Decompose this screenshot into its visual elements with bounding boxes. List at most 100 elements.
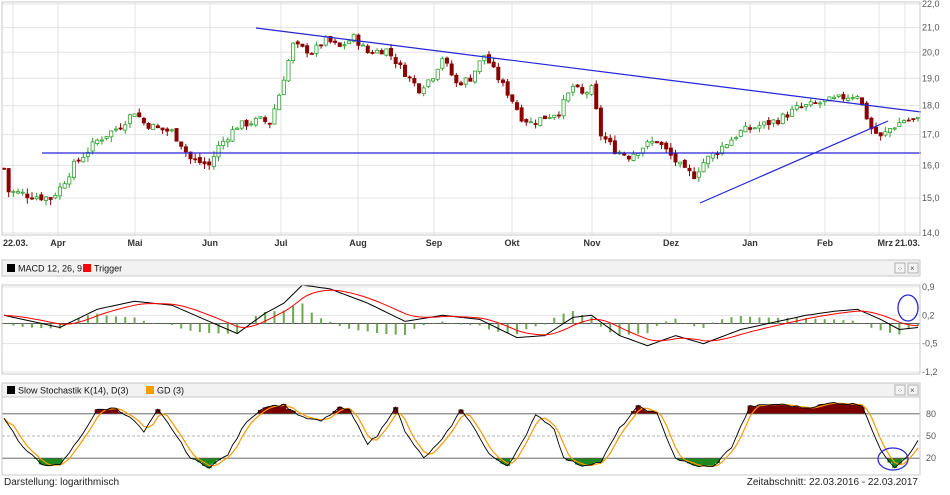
candle-body (105, 137, 108, 139)
macd-histogram-bar (22, 323, 24, 326)
y-tick-label: 15,0 (922, 193, 940, 203)
candle-body (483, 55, 486, 61)
candle-body (91, 142, 94, 151)
candle-body (804, 105, 807, 107)
candle-body (306, 46, 309, 53)
candle-body (431, 79, 434, 81)
x-tick-label: Mai (127, 238, 142, 248)
candle-body (693, 172, 696, 179)
candle-body (152, 124, 155, 129)
candle-body (455, 75, 458, 83)
candle-body (725, 145, 728, 148)
macd-histogram-bar (124, 317, 126, 323)
macd-histogram-bar (441, 322, 443, 324)
candle-body (380, 50, 383, 53)
macd-histogram-bar (301, 303, 303, 323)
candle-body (21, 192, 24, 193)
candle-body (49, 198, 52, 200)
macd-legend-swatch (7, 264, 15, 272)
macd-histogram-bar (348, 323, 350, 328)
candle-body (68, 177, 71, 184)
candle-body (231, 130, 234, 142)
candle-body (427, 80, 430, 87)
candle-body (264, 118, 267, 122)
price-y-axis: 22,021,020,019,018,017,016,015,014,0 (922, 0, 940, 238)
overbought-fill (776, 404, 781, 413)
overbought-fill (846, 405, 851, 414)
overbought-fill (771, 404, 776, 413)
macd-histogram-bar (758, 317, 760, 323)
candle-body (114, 129, 117, 130)
macd-histogram-bar (479, 323, 481, 325)
macd-histogram-bar (115, 316, 117, 323)
macd-histogram-bar (385, 323, 387, 334)
candle-body (385, 49, 388, 55)
macd-histogram-bar (190, 323, 192, 330)
candle-body (581, 88, 584, 94)
candle-body (907, 120, 910, 121)
macd-histogram-bar (647, 323, 649, 333)
candle-body (347, 41, 350, 44)
overbought-fill (841, 404, 846, 414)
macd-histogram-bar (432, 323, 434, 324)
candle-body (333, 41, 336, 42)
macd-histogram-bar (152, 323, 154, 324)
candle-body (436, 69, 439, 79)
y-tick-label: 18,0 (922, 101, 940, 111)
overbought-fill (855, 405, 860, 414)
close-icon: × (910, 264, 915, 273)
macd-histogram-bar (469, 323, 471, 325)
macd-histogram-bar (311, 313, 313, 324)
macd-histogram-bar (143, 321, 145, 324)
macd-histogram-bar (236, 323, 238, 333)
candle-body (324, 37, 327, 46)
candle-body (697, 172, 700, 177)
candle-body (58, 187, 61, 196)
macd-histogram-bar (245, 323, 247, 324)
y-tick-label: 22,0 (922, 0, 940, 9)
candle-body (399, 63, 402, 65)
macd-histogram-bar (227, 323, 229, 333)
candle-body (758, 126, 761, 128)
overbought-fill (780, 404, 785, 414)
candle-body (375, 50, 378, 53)
candle-body (245, 120, 248, 126)
y-tick-label: 21,0 (922, 23, 940, 33)
candle-body (417, 84, 420, 93)
candle-body (912, 119, 915, 120)
candle-body (226, 140, 229, 142)
candle-body (184, 147, 187, 152)
stoch-header-bar (2, 383, 920, 397)
candle-body (837, 95, 840, 96)
candle-body (72, 161, 75, 177)
x-tick-label: Aug (349, 238, 367, 248)
candle-body (604, 137, 607, 139)
candle-body (744, 126, 747, 132)
macd-histogram-bar (600, 323, 602, 326)
y-tick-label: -0,5 (922, 339, 938, 349)
candle-body (548, 117, 551, 118)
macd-histogram-bar (553, 318, 555, 324)
macd-histogram-bar (656, 323, 658, 325)
candle-body (450, 64, 453, 75)
macd-histogram-bar (460, 323, 462, 324)
candle-body (12, 191, 15, 192)
gd-legend-swatch (146, 386, 154, 394)
macd-histogram-bar (712, 322, 714, 323)
candle-body (124, 125, 127, 130)
candle-body (77, 160, 80, 161)
candle-body (786, 115, 789, 117)
candle-body (627, 156, 630, 159)
candle-body (301, 44, 304, 46)
candle-body (492, 62, 495, 67)
macd-histogram-bar (861, 323, 863, 324)
candle-body (511, 95, 514, 101)
macd-histogram-bar (40, 323, 42, 328)
overbought-fill (836, 404, 841, 414)
macd-histogram-bar (563, 314, 565, 324)
candle-body (156, 126, 159, 128)
x-tick-label: Feb (817, 238, 834, 248)
macd-title: MACD 12, 26, 9 (18, 264, 82, 274)
candle-body (893, 128, 896, 129)
candle-body (888, 129, 891, 133)
